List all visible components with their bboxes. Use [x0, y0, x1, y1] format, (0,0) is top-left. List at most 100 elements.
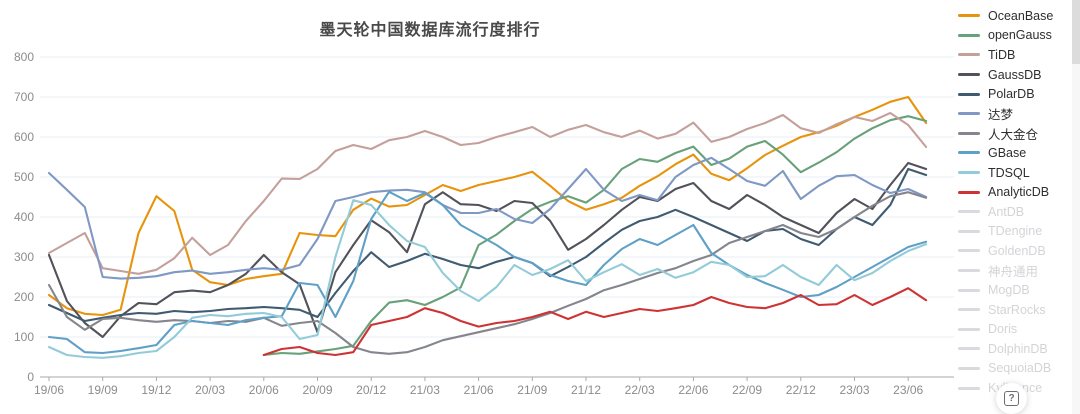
line-chart-plot: 0 100 200 300 400 500 600 700 800 19/06 19/09 19/12… [14, 50, 954, 397]
legend-swatch-达梦 [958, 112, 980, 116]
legend-label: TiDB [988, 47, 1016, 62]
question-mark-icon: ? [1004, 391, 1019, 406]
legend-swatch-SequoiaDB [958, 366, 980, 370]
legend-item-TDengine[interactable]: TDengine [958, 222, 1074, 242]
legend-swatch-GBase [958, 151, 980, 155]
x-axis-label-21/12: 21/12 [571, 383, 601, 397]
legend-swatch-TiDB [958, 53, 980, 57]
x-axis-label-23/06: 23/06 [893, 383, 923, 397]
x-axis-label-21/03: 21/03 [410, 383, 440, 397]
x-axis-label-22/12: 22/12 [786, 383, 816, 397]
legend-item-AnalyticDB[interactable]: AnalyticDB [958, 182, 1074, 202]
legend-item-SequoiaDB[interactable]: SequoiaDB [958, 359, 1074, 379]
series-line-openGauss[interactable] [262, 115, 928, 357]
series-line-OceanBase[interactable] [47, 95, 928, 317]
x-axis-label-20/12: 20/12 [356, 383, 386, 397]
x-axis-label-19/09: 19/09 [88, 383, 118, 397]
y-axis-label-300: 300 [14, 250, 34, 264]
legend-item-MogDB[interactable]: MogDB [958, 280, 1074, 300]
series-line-GaussDB[interactable] [47, 161, 928, 339]
x-axis-label-22/09: 22/09 [732, 383, 762, 397]
legend-swatch-DolphinDB [958, 347, 980, 351]
legend-label: GBase [988, 145, 1027, 160]
legend-item-DolphinDB[interactable]: DolphinDB [958, 339, 1074, 359]
y-axis-label-700: 700 [14, 90, 34, 104]
legend-swatch-TDSQL [958, 171, 980, 175]
legend-swatch-人大金仓 [958, 131, 980, 135]
x-axis-label-23/03: 23/03 [839, 383, 869, 397]
chart-title: 墨天轮中国数据库流行度排行 [319, 22, 541, 39]
x-axis-label-22/06: 22/06 [678, 383, 708, 397]
x-axis-label-21/09: 21/09 [517, 383, 547, 397]
legend-label: openGauss [988, 28, 1052, 43]
x-axis-label-21/06: 21/06 [464, 383, 494, 397]
legend-item-TDSQL[interactable]: TDSQL [958, 163, 1074, 183]
legend-swatch-PolarDB [958, 92, 980, 96]
vertical-scrollbar[interactable] [1072, 0, 1080, 414]
legend-swatch-StarRocks [958, 308, 980, 312]
legend-swatch-TDengine [958, 229, 980, 233]
legend-item-TiDB[interactable]: TiDB [958, 45, 1074, 65]
y-axis-label-200: 200 [14, 290, 34, 304]
legend-label: 达梦 [988, 108, 1014, 123]
legend-item-AntDB[interactable]: AntDB [958, 202, 1074, 222]
legend-label: Doris [988, 322, 1018, 337]
legend-label: SequoiaDB [988, 361, 1052, 376]
legend-item-Doris[interactable]: Doris [958, 320, 1074, 340]
legend-item-人大金仓[interactable]: 人大金仓 [958, 124, 1074, 144]
y-axis-label-500: 500 [14, 170, 34, 184]
y-axis-label-600: 600 [14, 130, 34, 144]
legend-swatch-OceanBase [958, 14, 980, 18]
legend-item-PolarDB[interactable]: PolarDB [958, 84, 1074, 104]
legend-item-openGauss[interactable]: openGauss [958, 26, 1074, 46]
series-line-PolarDB[interactable] [47, 167, 928, 323]
y-axis-label-100: 100 [14, 330, 34, 344]
legend-label: GoldenDB [988, 243, 1046, 258]
legend-swatch-openGauss [958, 33, 980, 37]
scrollbar-thumb[interactable] [1072, 0, 1080, 64]
x-axis-label-22/03: 22/03 [625, 383, 655, 397]
y-axis-label-800: 800 [14, 50, 34, 64]
legend-label: StarRocks [988, 302, 1046, 317]
legend-item-神舟通用[interactable]: 神舟通用 [958, 261, 1074, 281]
chart-legend: OceanBase openGauss TiDB GaussDB PolarDB 达梦人大… [958, 6, 1074, 398]
legend-label: 人大金仓 [988, 127, 1039, 142]
legend-label: OceanBase [988, 8, 1054, 23]
x-axis-label-19/12: 19/12 [141, 383, 171, 397]
legend-label: TDSQL [988, 165, 1030, 180]
legend-swatch-神舟通用 [958, 269, 980, 273]
series-line-达梦[interactable] [47, 156, 928, 280]
legend-label: AntDB [988, 204, 1025, 219]
legend-swatch-MogDB [958, 288, 980, 292]
series-line-TDSQL[interactable] [47, 199, 928, 359]
legend-swatch-AnalyticDB [958, 190, 980, 194]
legend-item-GoldenDB[interactable]: GoldenDB [958, 241, 1074, 261]
legend-swatch-AntDB [958, 210, 980, 214]
legend-swatch-Doris [958, 327, 980, 331]
y-axis-label-400: 400 [14, 210, 34, 224]
legend-label: MogDB [988, 283, 1030, 298]
legend-swatch-GaussDB [958, 73, 980, 77]
series-line-TiDB[interactable] [47, 111, 928, 275]
legend-item-GaussDB[interactable]: GaussDB [958, 65, 1074, 85]
series-line-GBase[interactable] [47, 190, 928, 355]
legend-label: GaussDB [988, 67, 1042, 82]
x-axis-label-20/09: 20/09 [302, 383, 332, 397]
legend-label: AnalyticDB [988, 185, 1050, 200]
x-axis-label-20/03: 20/03 [195, 383, 225, 397]
legend-item-GBase[interactable]: GBase [958, 143, 1074, 163]
series-line-AnalyticDB[interactable] [262, 287, 928, 357]
help-button[interactable]: ? [996, 383, 1027, 414]
y-axis-label-0: 0 [27, 370, 34, 384]
legend-item-StarRocks[interactable]: StarRocks [958, 300, 1074, 320]
legend-label: PolarDB [988, 87, 1035, 102]
legend-swatch-GoldenDB [958, 249, 980, 253]
x-axis-label-20/06: 20/06 [249, 383, 279, 397]
legend-label: TDengine [988, 224, 1043, 239]
legend-label: 神舟通用 [988, 265, 1039, 280]
legend-item-OceanBase[interactable]: OceanBase [958, 6, 1074, 26]
x-axis-label-19/06: 19/06 [34, 383, 64, 397]
legend-label: DolphinDB [988, 341, 1048, 356]
legend-item-达梦[interactable]: 达梦 [958, 104, 1074, 124]
